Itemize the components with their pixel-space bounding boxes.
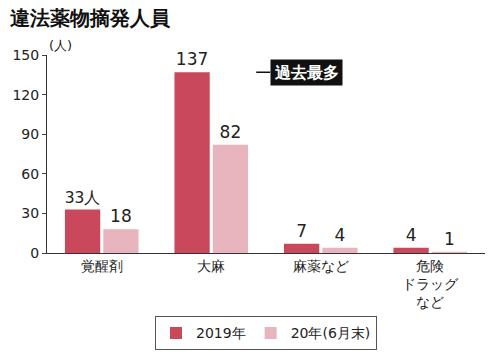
svg-text:4: 4	[406, 225, 417, 245]
svg-text:1: 1	[444, 229, 455, 249]
svg-text:麻薬など: 麻薬など	[293, 258, 349, 274]
svg-text:7: 7	[296, 221, 307, 241]
svg-text:危険ドラッグなど: 危険ドラッグなど	[402, 258, 459, 310]
svg-text:137: 137	[176, 49, 208, 69]
svg-text:150: 150	[12, 47, 39, 63]
svg-text:20年(6月末): 20年(6月末)	[291, 325, 371, 341]
svg-text:90: 90	[21, 126, 39, 142]
svg-text:33人: 33人	[65, 189, 101, 207]
svg-text:4: 4	[334, 225, 345, 245]
svg-text:120: 120	[12, 87, 39, 103]
svg-text:82: 82	[220, 122, 242, 142]
svg-text:2019年: 2019年	[196, 325, 246, 341]
svg-text:違法薬物摘発人員: 違法薬物摘発人員	[10, 6, 171, 30]
svg-text:18: 18	[110, 206, 132, 226]
svg-text:過去最多: 過去最多	[274, 63, 339, 82]
svg-text:0: 0	[30, 245, 39, 261]
svg-text:60: 60	[21, 166, 39, 182]
svg-text:覚醒剤: 覚醒剤	[81, 258, 123, 274]
svg-text:大麻: 大麻	[197, 258, 225, 274]
svg-text:(人): (人)	[49, 38, 72, 53]
svg-text:30: 30	[21, 205, 39, 221]
